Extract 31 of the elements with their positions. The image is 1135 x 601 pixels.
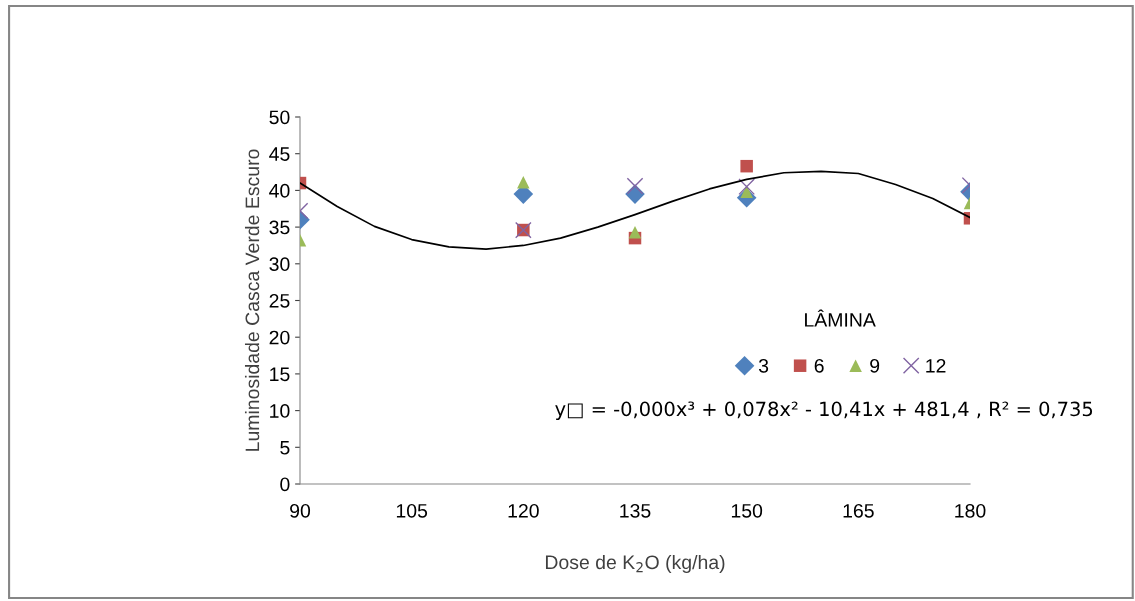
y-axis-title: Luminosidade Casca Verde Escuro (244, 149, 260, 451)
point (628, 225, 642, 239)
x-tick-label: 150 (731, 503, 763, 518)
point (626, 177, 644, 195)
y-tick-label: 10 (270, 404, 290, 418)
x-tick-label: 180 (955, 503, 986, 518)
y-tick-label: 25 (269, 293, 290, 308)
x-tick-label: 135 (620, 503, 651, 518)
x-tick-label: 90 (290, 503, 311, 518)
y-tick-label: 20 (269, 330, 290, 345)
x-tick-label: 165 (843, 503, 874, 518)
line-series (300, 170, 970, 250)
x-tick-label: 120 (508, 503, 539, 518)
y-tick-label: 45 (269, 147, 290, 161)
legend-label: 6 (814, 358, 824, 373)
y-tick-label: 15 (270, 367, 290, 382)
y-tick-label: 30 (269, 257, 290, 272)
y-tick-label: 0 (280, 477, 290, 492)
legend-label: 9 (870, 358, 880, 373)
legend-label: 12 (926, 358, 946, 373)
annotation: y□ = -0,000x³ + 0,078x² - 10,41x + 481,4 , R² = 0,735 (555, 401, 1093, 421)
y-tick-label: 50 (269, 110, 290, 125)
legend-title: LÂMINA (805, 309, 876, 327)
point (740, 159, 753, 173)
x-tick-label: 105 (396, 503, 428, 518)
y-tick-label: 40 (269, 183, 290, 198)
x-axis-title: Dose de K$_{2}$O (kg/ha) (545, 554, 725, 574)
point (517, 176, 530, 189)
y-tick-label: 35 (269, 220, 290, 235)
y-tick-label: 5 (280, 440, 290, 455)
legend-label: 3 (758, 358, 769, 373)
